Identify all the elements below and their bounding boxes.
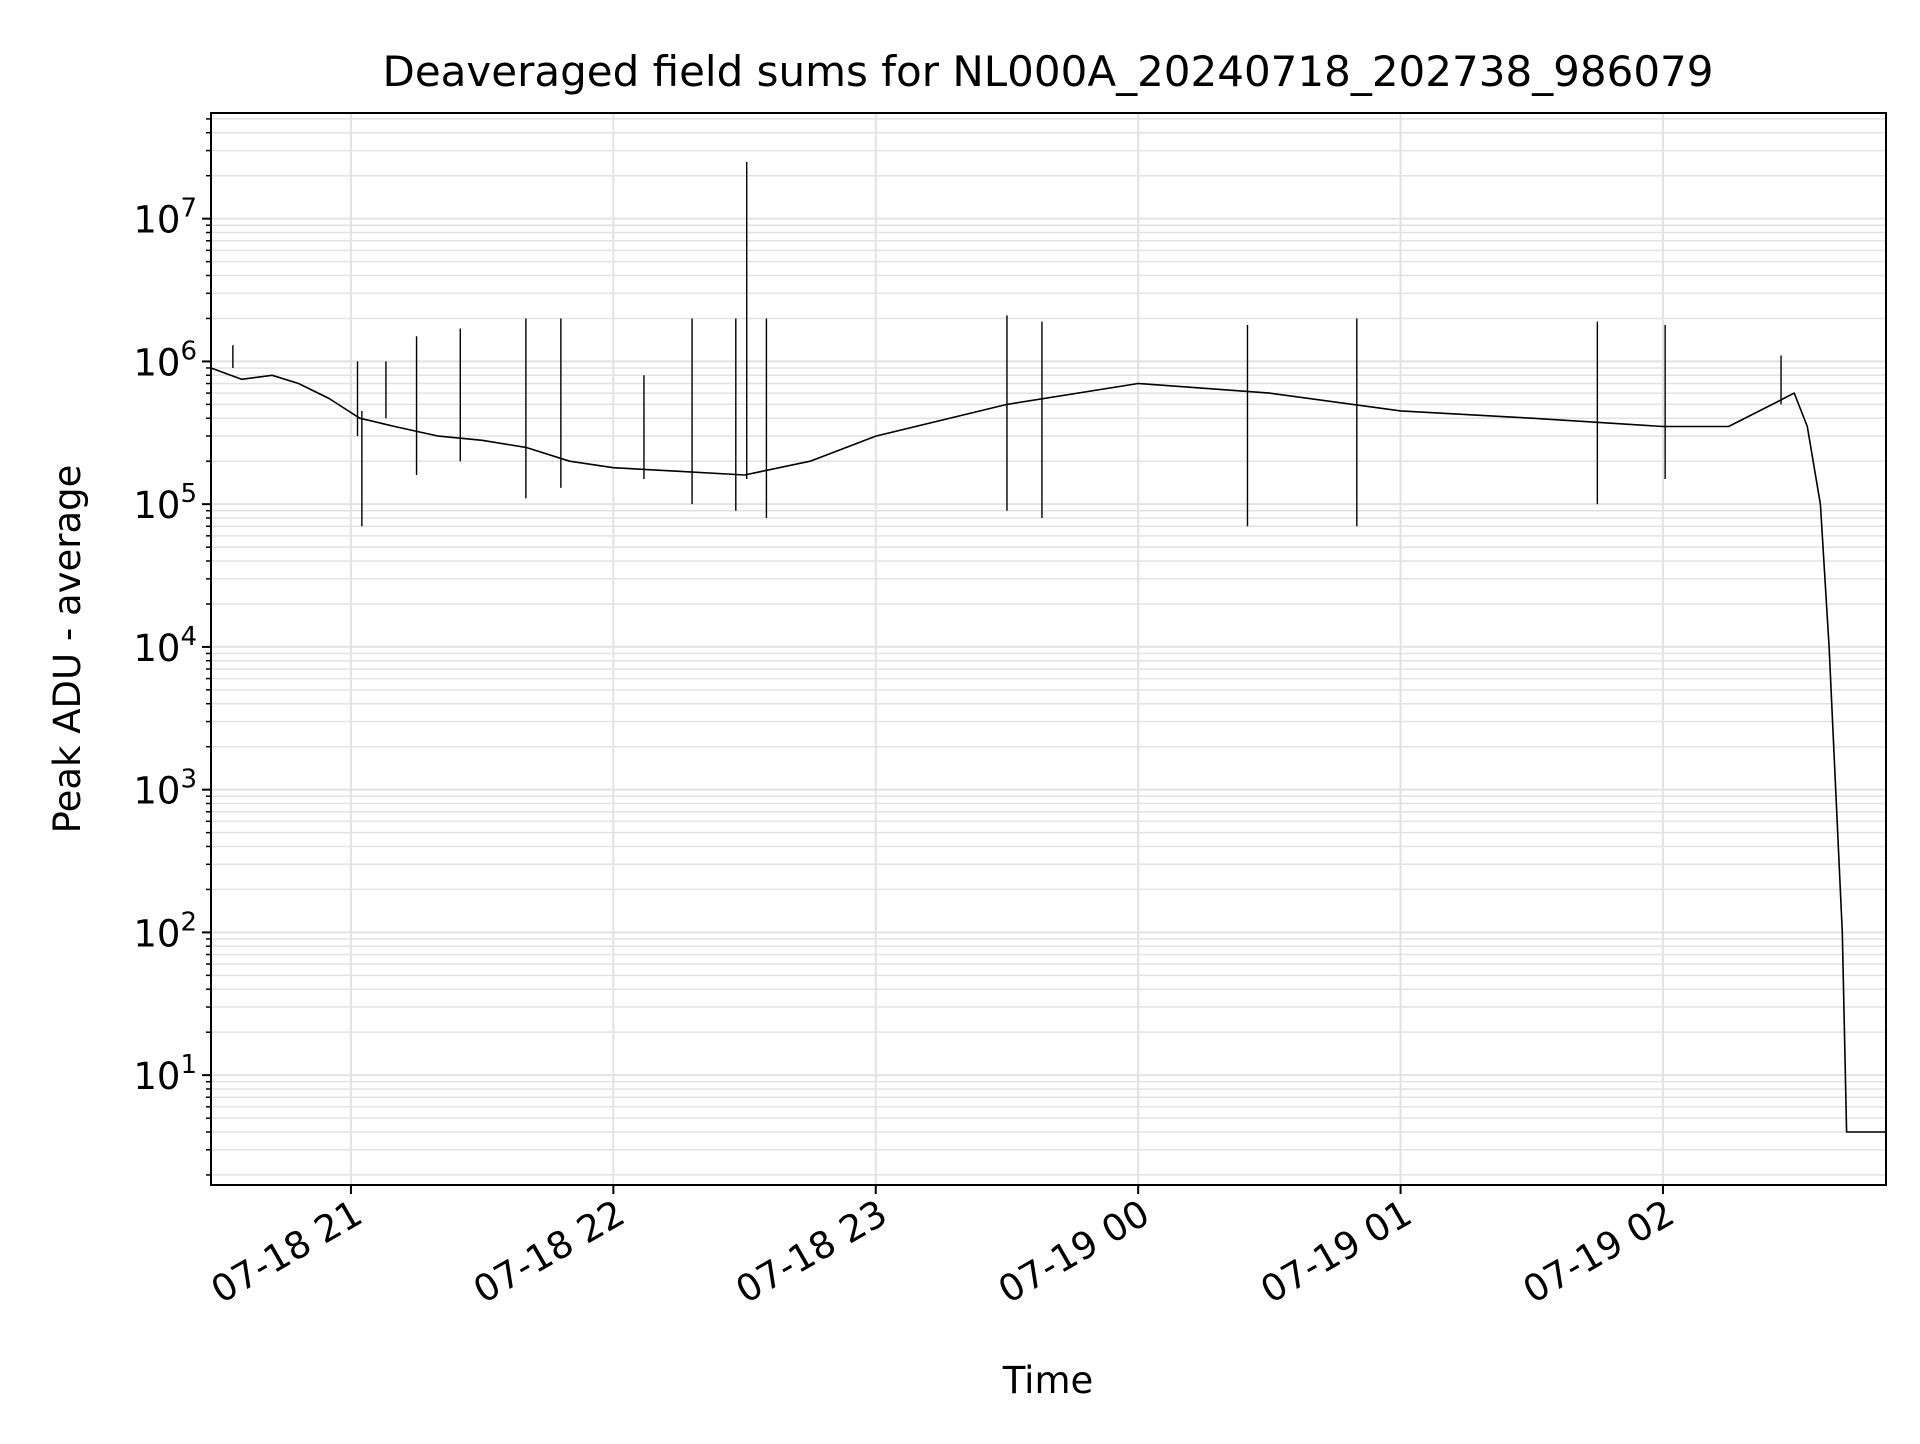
- chart-title: Deaveraged field sums for NL000A_2024071…: [383, 47, 1714, 96]
- y-axis-label: Peak ADU - average: [46, 465, 89, 834]
- y-tick-label: 105: [133, 479, 197, 527]
- x-axis-label: Time: [1002, 1359, 1094, 1402]
- y-tick-label: 101: [133, 1050, 197, 1098]
- y-tick-label: 106: [133, 336, 197, 384]
- data-layer: [210, 161, 1886, 1133]
- y-tick-label: 104: [133, 622, 197, 670]
- y-tick-label: 102: [133, 907, 197, 955]
- plot-frame: [210, 112, 1887, 1186]
- y-tick-label: 107: [133, 194, 197, 242]
- data-series-line: [210, 367, 1886, 1133]
- y-tick-label: 103: [133, 765, 197, 813]
- grid-layer: [211, 113, 1886, 1185]
